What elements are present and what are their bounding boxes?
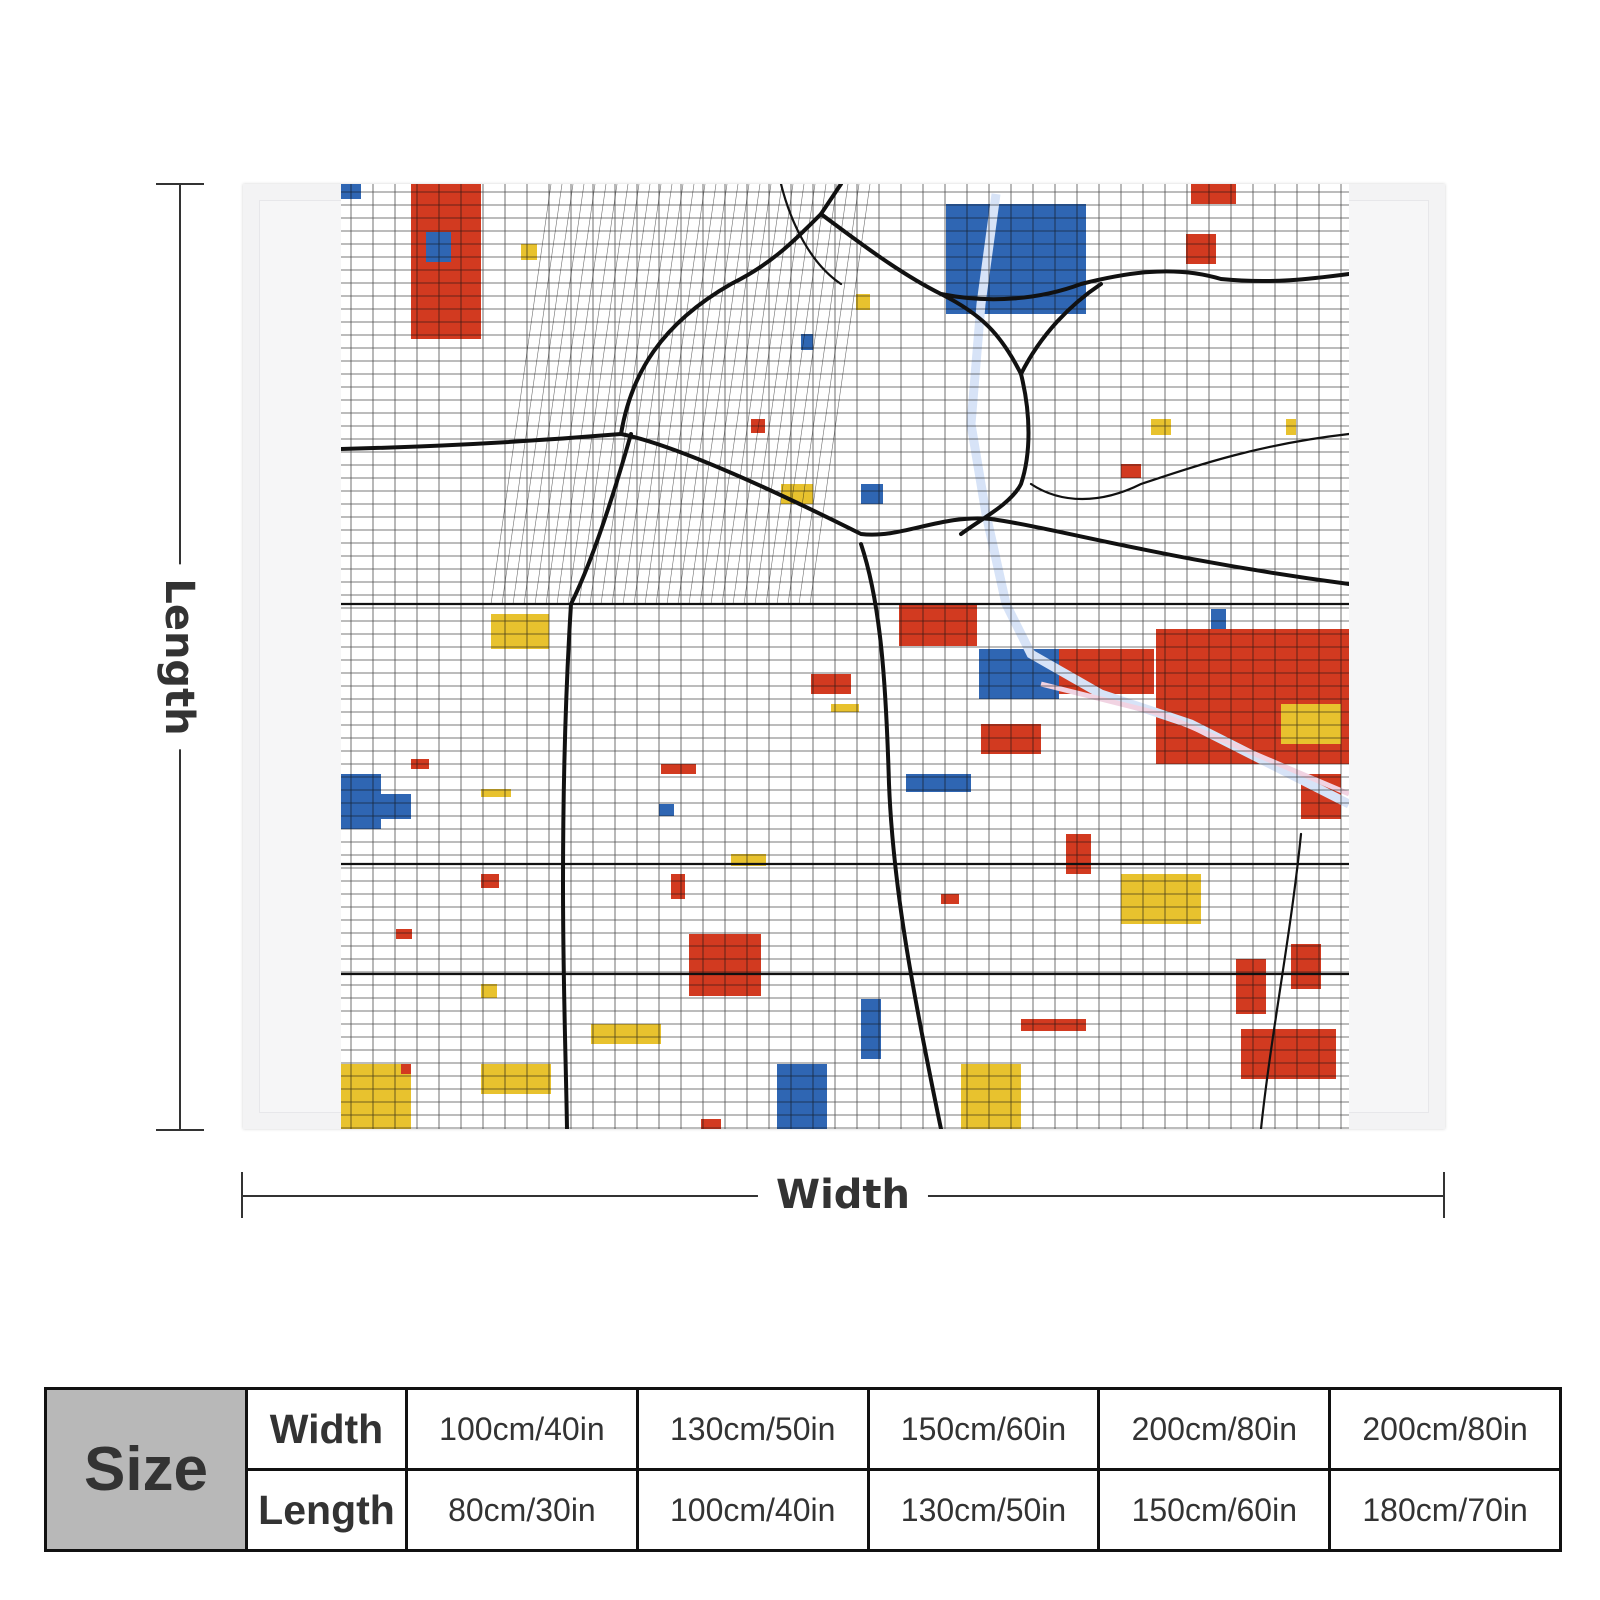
map-color-block (491, 614, 549, 649)
map-color-block (591, 1024, 661, 1044)
map-color-block (1281, 704, 1341, 744)
size-row-width: Size Width 100cm/40in 130cm/50in 150cm/6… (44, 1387, 1562, 1552)
length-value: 150cm/60in (1097, 1468, 1332, 1552)
map-major-road (859, 542, 943, 1129)
map-color-block (1286, 419, 1296, 435)
length-value: 180cm/70in (1328, 1468, 1562, 1552)
map-color-block (1241, 1029, 1336, 1079)
map-color-block (906, 774, 971, 792)
map-color-block (1021, 1019, 1086, 1031)
map-color-block (521, 244, 537, 260)
map-color-block (1151, 419, 1171, 435)
width-label: Width (757, 1172, 929, 1218)
map-major-road (560, 432, 633, 1129)
map-color-block (899, 604, 977, 646)
width-value: 200cm/80in (1328, 1387, 1562, 1471)
map-major-road (619, 184, 843, 436)
map-color-block (831, 704, 859, 712)
map-color-block (1211, 609, 1226, 629)
map-major-road (1029, 432, 1349, 500)
map-major-road (819, 212, 1349, 302)
map-color-block (1236, 959, 1266, 1014)
map-color-block (1121, 874, 1201, 924)
width-row-label: Width (245, 1387, 408, 1471)
map-color-block (401, 1064, 411, 1074)
map-color-block (1186, 234, 1216, 264)
size-table: Size Width 100cm/40in 130cm/50in 150cm/6… (44, 1387, 1562, 1552)
size-row-length: Length 80cm/30in 100cm/40in 130cm/50in 1… (46, 1468, 1562, 1552)
map-major-road (779, 184, 843, 286)
map-color-block (1291, 944, 1321, 989)
length-value: 130cm/50in (866, 1468, 1101, 1552)
map-color-block (341, 1064, 411, 1129)
length-value: 80cm/30in (405, 1468, 639, 1552)
city-map-artwork (341, 184, 1349, 1129)
map-color-block (1059, 649, 1154, 694)
map-color-block (481, 984, 497, 998)
map-color-block (861, 484, 883, 504)
map-color-block (777, 1064, 827, 1129)
map-color-block (396, 929, 412, 939)
map-color-block (979, 649, 1059, 699)
width-value: 150cm/60in (866, 1387, 1101, 1471)
length-dimension-indicator: Length (152, 183, 212, 1131)
width-right-tick (1443, 1172, 1445, 1218)
map-color-block (659, 804, 674, 816)
map-color-block (481, 1064, 551, 1094)
map-color-block (341, 774, 381, 829)
map-color-block (861, 999, 881, 1059)
length-value: 100cm/40in (635, 1468, 870, 1552)
map-major-road (1019, 282, 1103, 376)
map-major-road (1259, 832, 1303, 1129)
map-major-road (341, 431, 1349, 586)
width-dimension-indicator: Width (241, 1168, 1445, 1224)
width-value: 100cm/40in (405, 1387, 639, 1471)
map-color-block (1121, 464, 1141, 478)
width-value: 200cm/80in (1097, 1387, 1332, 1471)
length-label: Length (156, 564, 202, 750)
map-color-block (381, 794, 411, 819)
map-color-block (961, 1064, 1021, 1129)
map-color-block (941, 894, 959, 904)
map-color-block (661, 764, 696, 774)
map-color-block (1191, 184, 1236, 204)
map-color-block (671, 874, 685, 899)
map-rail (1040, 681, 1349, 797)
map-color-block (811, 674, 851, 694)
map-color-block (1066, 834, 1091, 874)
map-color-block (701, 1119, 721, 1129)
size-header: Size (44, 1387, 248, 1552)
map-color-block (481, 789, 511, 797)
map-major-road (939, 292, 1031, 536)
blanket-image (243, 184, 1445, 1129)
map-color-block (856, 294, 870, 310)
length-row-label: Length (245, 1468, 408, 1552)
length-bottom-tick (156, 1129, 204, 1131)
map-color-block (426, 232, 451, 262)
width-value: 130cm/50in (635, 1387, 870, 1471)
